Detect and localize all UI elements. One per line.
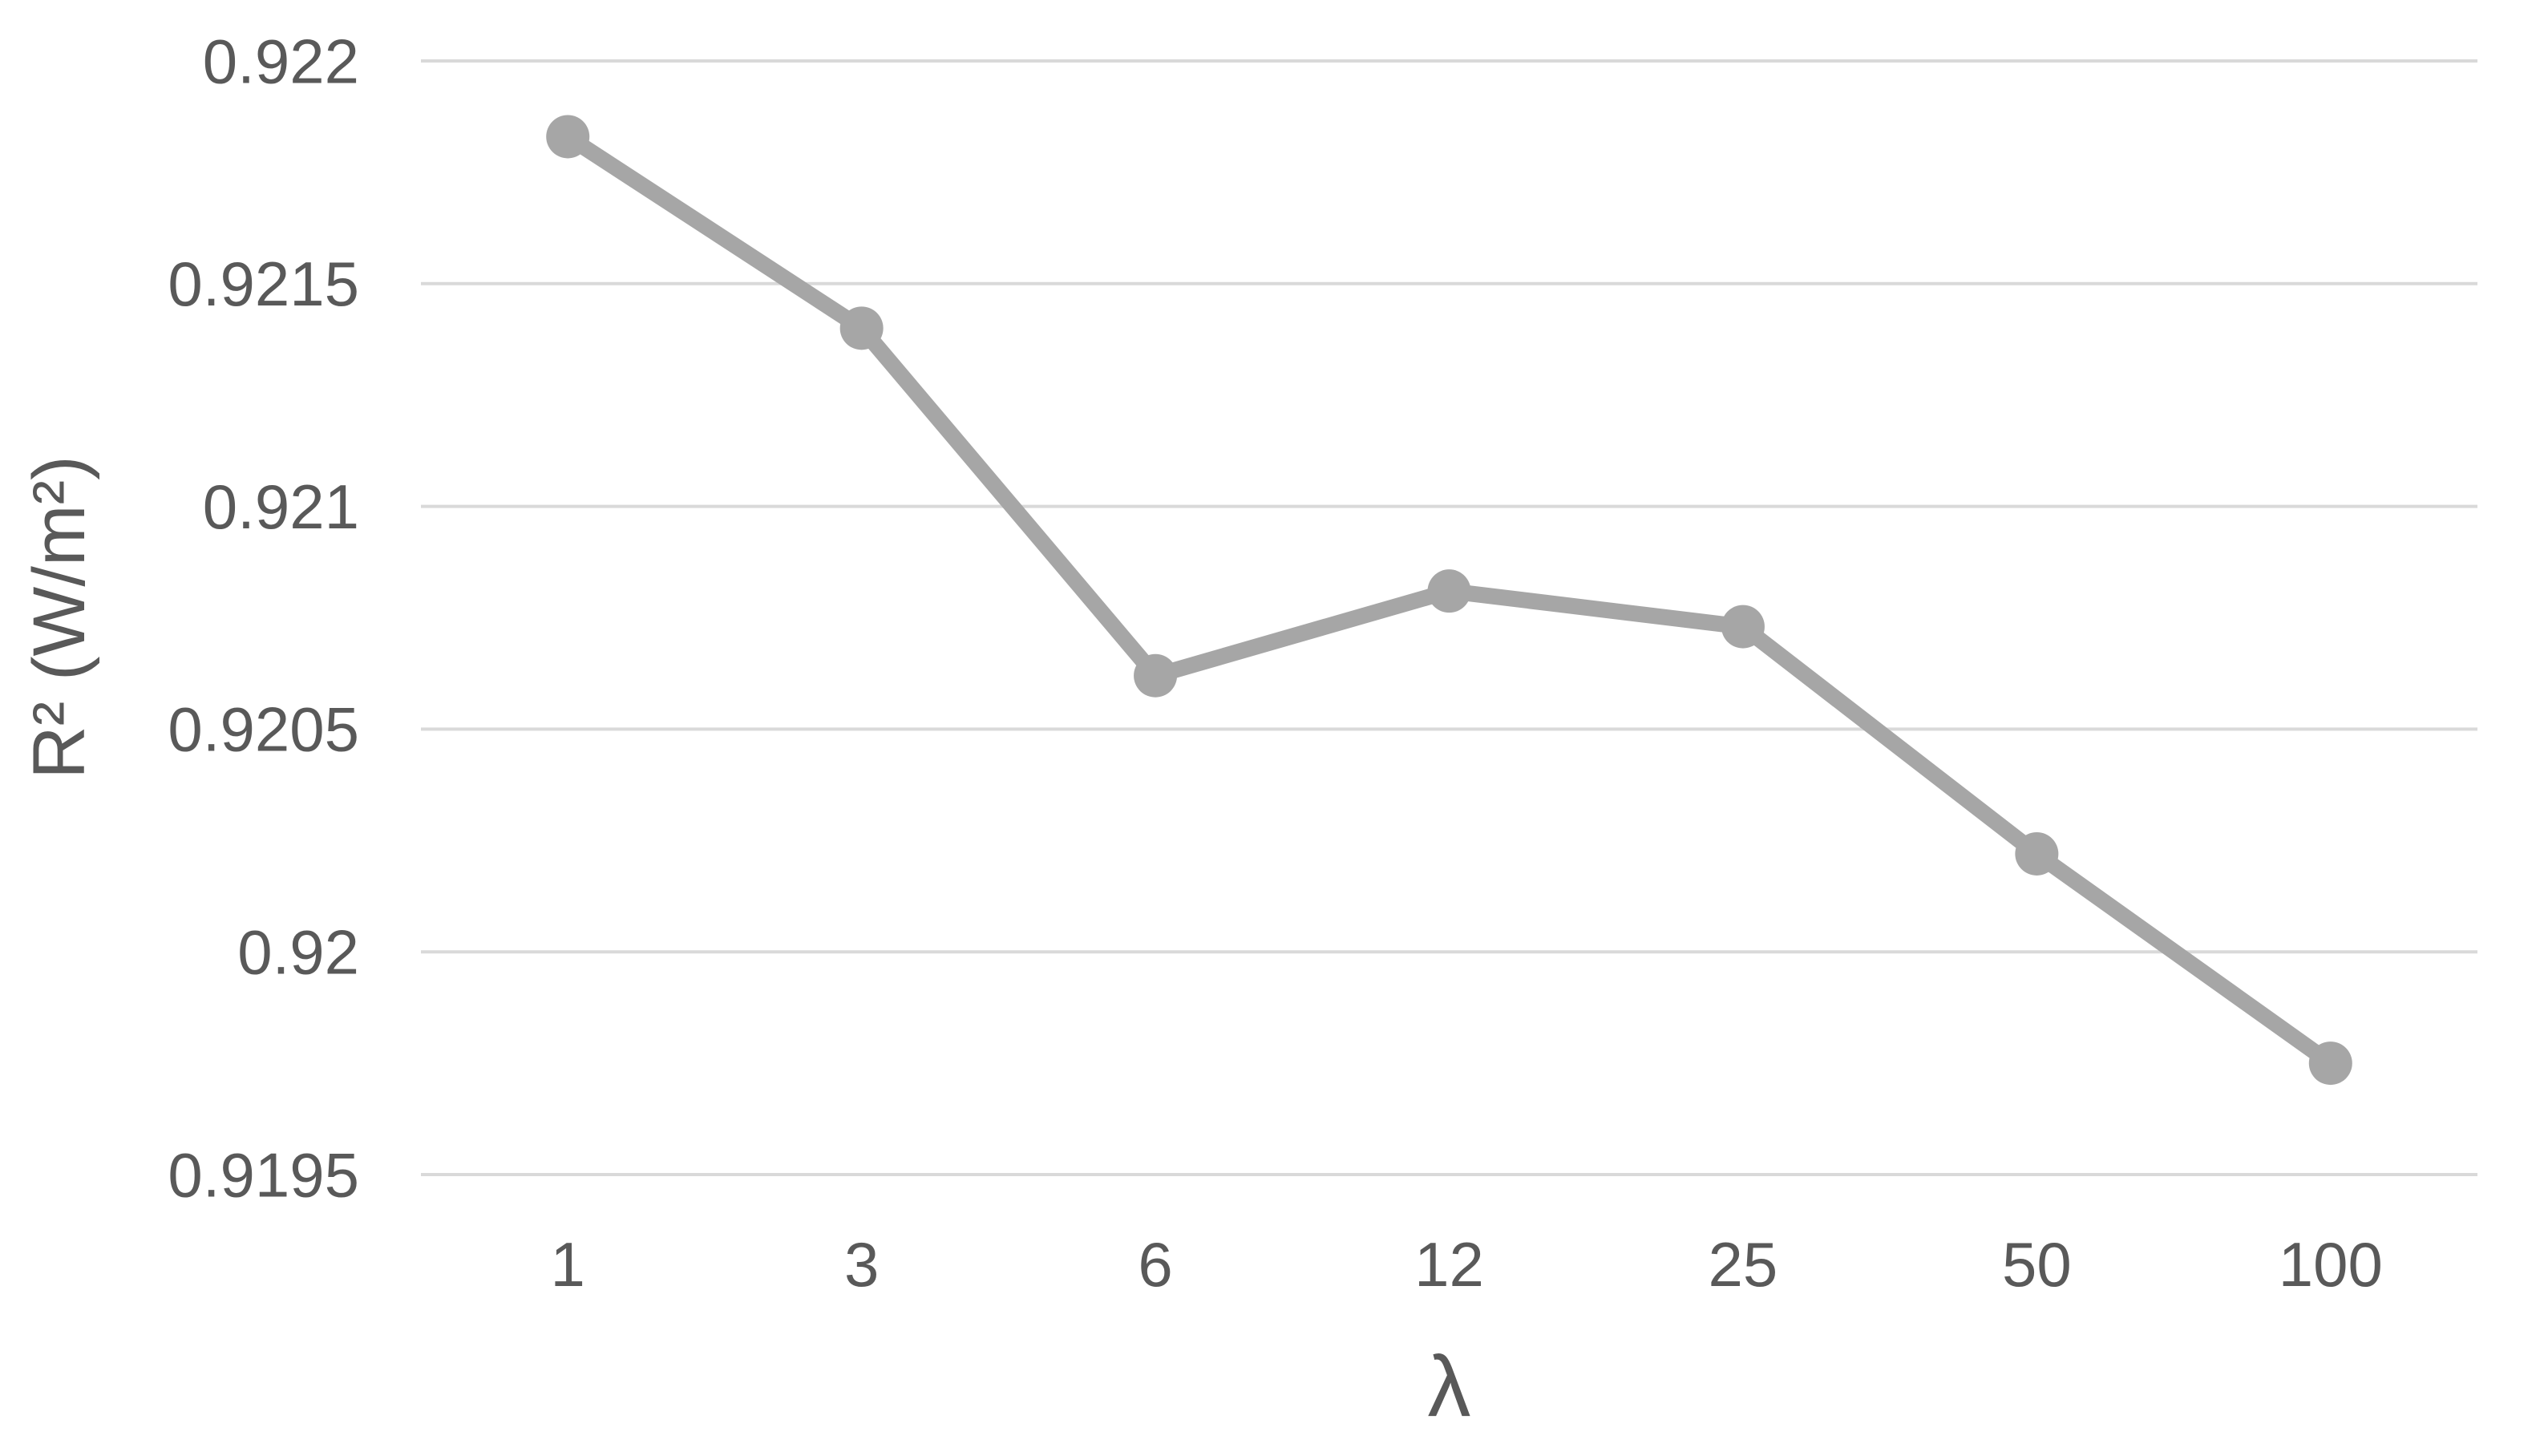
- y-tick-label: 0.92: [237, 917, 359, 988]
- data-point-marker: [1427, 569, 1471, 613]
- x-tick-label: 1: [551, 1229, 585, 1300]
- x-tick-label: 25: [1709, 1229, 1778, 1300]
- y-tick-labels: 0.922 0.9215 0.921 0.9205 0.92 0.9195: [168, 26, 359, 1210]
- x-tick-label: 100: [2279, 1229, 2383, 1300]
- x-tick-label: 12: [1414, 1229, 1484, 1300]
- data-point-marker: [546, 115, 590, 159]
- y-axis-title: R² (W/m²): [18, 455, 100, 779]
- y-tick-label: 0.921: [203, 471, 359, 542]
- x-tick-label: 6: [1138, 1229, 1172, 1300]
- x-axis-title: λ: [1428, 1337, 1471, 1434]
- data-point-marker: [2015, 831, 2059, 876]
- x-tick-label: 3: [844, 1229, 879, 1300]
- y-tick-label: 0.9205: [168, 694, 359, 765]
- y-tick-label: 0.9195: [168, 1139, 359, 1210]
- x-tick-labels: 1 3 6 12 25 50 100: [551, 1229, 2383, 1300]
- gridlines: [421, 59, 2477, 1176]
- data-point-marker: [1134, 653, 1178, 698]
- data-point-marker: [1721, 605, 1765, 649]
- y-tick-label: 0.9215: [168, 249, 359, 319]
- data-point-marker: [839, 306, 884, 350]
- x-tick-label: 50: [2002, 1229, 2072, 1300]
- data-point-marker: [2308, 1041, 2352, 1086]
- y-tick-label: 0.922: [203, 26, 359, 96]
- data-series: [546, 115, 2352, 1086]
